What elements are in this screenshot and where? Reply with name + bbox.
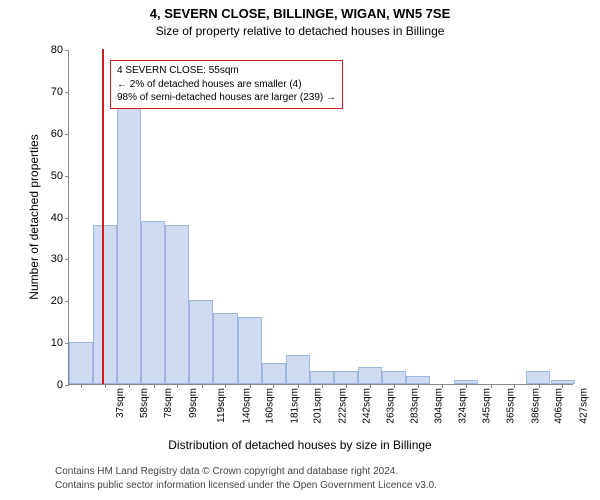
histogram-bar xyxy=(262,363,286,384)
histogram-bar xyxy=(165,225,189,384)
x-tick-label: 283sqm xyxy=(409,388,420,424)
footer-line-1: Contains HM Land Registry data © Crown c… xyxy=(55,466,398,477)
y-tick-mark xyxy=(65,50,69,51)
x-tick-mark xyxy=(539,384,540,388)
y-tick-mark xyxy=(65,218,69,219)
x-tick-label: 406sqm xyxy=(554,388,565,424)
histogram-bar xyxy=(213,313,237,384)
histogram-bar xyxy=(117,103,141,384)
annotation-line: ← 2% of detached houses are smaller (4) xyxy=(117,78,336,92)
x-tick-label: 99sqm xyxy=(188,388,199,418)
y-tick-mark xyxy=(65,385,69,386)
subtitle: Size of property relative to detached ho… xyxy=(0,24,600,38)
x-tick-mark xyxy=(273,384,274,388)
y-tick-mark xyxy=(65,134,69,135)
x-tick-mark xyxy=(250,384,251,388)
x-tick-mark xyxy=(442,384,443,388)
histogram-bar xyxy=(69,342,93,384)
x-axis-label: Distribution of detached houses by size … xyxy=(0,438,600,452)
x-tick-mark xyxy=(298,384,299,388)
x-tick-label: 242sqm xyxy=(361,388,372,424)
footer-line-2: Contains public sector information licen… xyxy=(55,480,437,491)
y-tick-mark xyxy=(65,301,69,302)
x-tick-mark xyxy=(491,384,492,388)
x-tick-mark xyxy=(418,384,419,388)
x-tick-mark xyxy=(105,384,106,388)
histogram-bar xyxy=(334,371,358,384)
x-tick-label: 201sqm xyxy=(313,388,324,424)
x-tick-mark xyxy=(370,384,371,388)
annotation-line: 4 SEVERN CLOSE: 55sqm xyxy=(117,64,336,78)
y-tick-mark xyxy=(65,92,69,93)
x-tick-mark xyxy=(202,384,203,388)
x-tick-mark xyxy=(177,384,178,388)
histogram-bar xyxy=(406,376,430,384)
x-tick-label: 345sqm xyxy=(482,388,493,424)
histogram-bar xyxy=(526,371,550,384)
x-tick-mark xyxy=(562,384,563,388)
x-tick-mark xyxy=(225,384,226,388)
histogram-bar xyxy=(358,367,382,384)
histogram-bar xyxy=(189,300,213,384)
x-tick-mark xyxy=(129,384,130,388)
x-tick-mark xyxy=(346,384,347,388)
x-tick-label: 58sqm xyxy=(139,388,150,418)
x-tick-label: 427sqm xyxy=(578,388,589,424)
marker-line xyxy=(102,49,104,384)
page-title: 4, SEVERN CLOSE, BILLINGE, WIGAN, WN5 7S… xyxy=(0,6,600,21)
x-tick-mark xyxy=(322,384,323,388)
x-tick-mark xyxy=(154,384,155,388)
x-tick-label: 263sqm xyxy=(386,388,397,424)
x-tick-label: 365sqm xyxy=(506,388,517,424)
histogram-bar xyxy=(310,371,334,384)
x-tick-mark xyxy=(466,384,467,388)
histogram-bar xyxy=(382,371,406,384)
histogram-bar xyxy=(286,355,310,384)
x-tick-mark xyxy=(514,384,515,388)
annotation-line: 98% of semi-detached houses are larger (… xyxy=(117,91,336,105)
histogram-bar xyxy=(141,221,165,384)
y-tick-mark xyxy=(65,176,69,177)
x-tick-label: 222sqm xyxy=(338,388,349,424)
x-tick-label: 324sqm xyxy=(457,388,468,424)
x-tick-label: 140sqm xyxy=(241,388,252,424)
x-tick-label: 160sqm xyxy=(265,388,276,424)
x-tick-label: 37sqm xyxy=(115,388,126,418)
x-tick-mark xyxy=(81,384,82,388)
x-tick-label: 181sqm xyxy=(289,388,300,424)
histogram-bar xyxy=(238,317,262,384)
x-tick-label: 304sqm xyxy=(434,388,445,424)
annotation-box: 4 SEVERN CLOSE: 55sqm← 2% of detached ho… xyxy=(110,60,343,109)
x-tick-label: 119sqm xyxy=(216,388,227,423)
histogram-bar xyxy=(93,225,117,384)
y-tick-mark xyxy=(65,259,69,260)
x-tick-mark xyxy=(394,384,395,388)
y-axis-label: Number of detached properties xyxy=(27,117,41,317)
x-tick-label: 386sqm xyxy=(530,388,541,424)
x-tick-label: 78sqm xyxy=(163,388,174,418)
